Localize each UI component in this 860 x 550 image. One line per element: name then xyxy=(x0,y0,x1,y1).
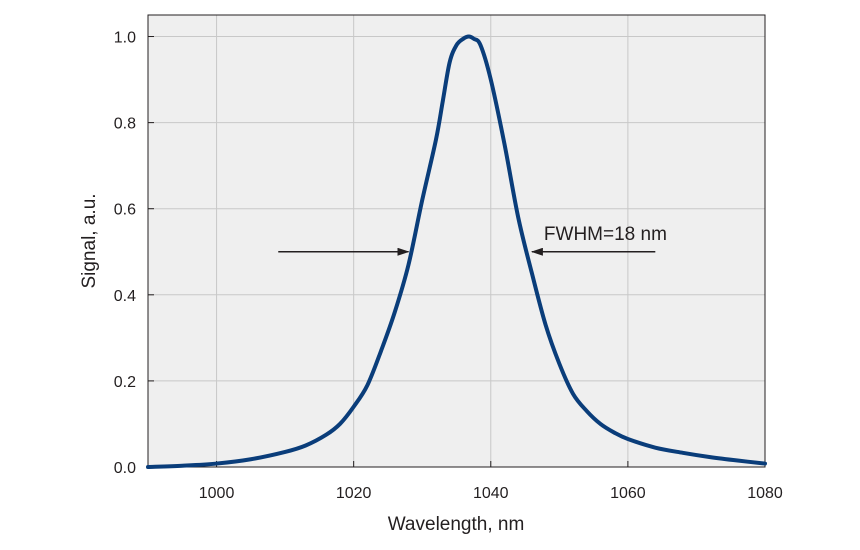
plot-area xyxy=(148,15,765,467)
y-tick-label: 0.2 xyxy=(114,374,136,391)
x-tick-label: 1060 xyxy=(610,485,646,502)
x-axis-title: Wavelength, nm xyxy=(388,514,525,535)
series-line-signal xyxy=(146,34,767,469)
y-tick-label: 0.8 xyxy=(114,116,136,133)
x-tick-label: 1040 xyxy=(473,485,509,502)
x-tick-labels: 1000 1020 1040 1060 1080 xyxy=(199,485,783,502)
fwhm-annotation: FWHM=18 nm xyxy=(544,224,667,245)
x-tick-label: 1080 xyxy=(747,485,783,502)
plot-frame xyxy=(147,14,766,468)
y-tick-labels: 0.0 0.2 0.4 0.6 0.8 1.0 xyxy=(114,30,136,477)
y-tick-label: 0.4 xyxy=(114,288,136,305)
gridlines xyxy=(148,15,765,467)
y-axis-title: Signal, a.u. xyxy=(79,193,100,288)
y-tick-label: 0.6 xyxy=(114,202,136,219)
y-tick-label: 0.0 xyxy=(114,460,136,477)
x-tick-label: 1000 xyxy=(199,485,235,502)
x-tick-label: 1020 xyxy=(336,485,372,502)
y-tick-label: 1.0 xyxy=(114,30,136,47)
